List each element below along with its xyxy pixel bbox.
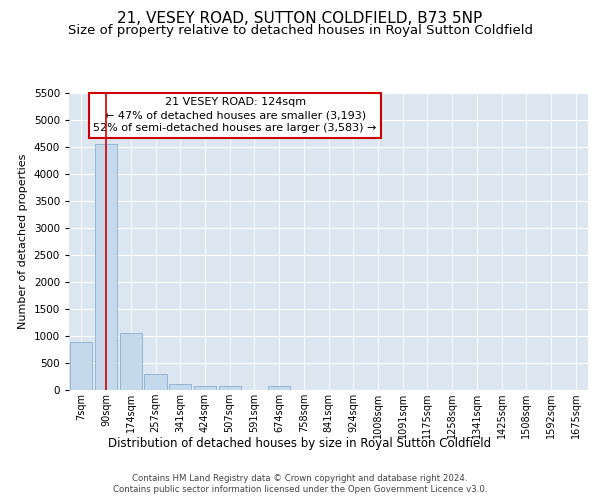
Y-axis label: Number of detached properties: Number of detached properties bbox=[18, 154, 28, 329]
Text: Contains HM Land Registry data © Crown copyright and database right 2024.: Contains HM Land Registry data © Crown c… bbox=[132, 474, 468, 483]
Bar bbox=[95, 144, 117, 390]
Text: 21, VESEY ROAD, SUTTON COLDFIELD, B73 5NP: 21, VESEY ROAD, SUTTON COLDFIELD, B73 5N… bbox=[118, 11, 482, 26]
Bar bbox=[119, 332, 142, 390]
Bar bbox=[268, 386, 290, 390]
Text: Size of property relative to detached houses in Royal Sutton Coldfield: Size of property relative to detached ho… bbox=[67, 24, 533, 37]
Text: Contains public sector information licensed under the Open Government Licence v3: Contains public sector information licen… bbox=[113, 485, 487, 494]
Bar bbox=[70, 342, 92, 390]
Bar bbox=[145, 374, 167, 390]
Text: 21 VESEY ROAD: 124sqm
← 47% of detached houses are smaller (3,193)
52% of semi-d: 21 VESEY ROAD: 124sqm ← 47% of detached … bbox=[94, 97, 377, 134]
Bar bbox=[194, 386, 216, 390]
Bar bbox=[169, 384, 191, 390]
Bar bbox=[218, 386, 241, 390]
Text: Distribution of detached houses by size in Royal Sutton Coldfield: Distribution of detached houses by size … bbox=[109, 438, 491, 450]
